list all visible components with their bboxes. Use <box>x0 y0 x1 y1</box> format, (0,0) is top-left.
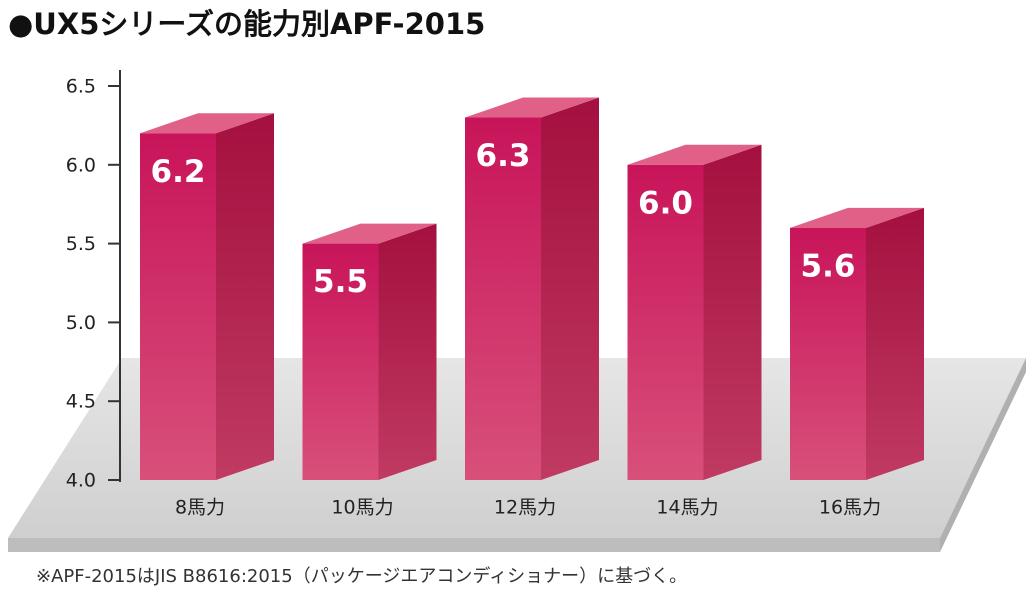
x-tick-label: 16馬力 <box>819 497 881 519</box>
bar-top <box>140 113 274 134</box>
x-tick-label: 14馬力 <box>656 497 718 519</box>
bar <box>627 164 704 481</box>
bar-top <box>302 223 437 244</box>
bar-side <box>378 223 437 480</box>
bar <box>465 117 541 481</box>
floor-side <box>940 358 1026 552</box>
x-tick-label: 10馬力 <box>331 497 393 519</box>
y-tick-label: 4.0 <box>66 470 96 492</box>
x-tick-label: 12馬力 <box>494 497 556 519</box>
y-tick-label: 5.5 <box>66 233 96 255</box>
footnote: ※APF-2015はJIS B8616:2015（パッケージエアコンディショナー… <box>36 566 687 587</box>
bar-side <box>216 113 274 480</box>
value-label: 6.2 <box>151 154 206 190</box>
value-label: 5.5 <box>313 264 368 300</box>
y-tick-label: 5.0 <box>66 312 96 334</box>
value-label: 5.6 <box>801 248 856 284</box>
x-tick-label: 8馬力 <box>175 497 225 519</box>
bar <box>302 243 379 480</box>
value-label: 6.0 <box>638 185 693 221</box>
plot: 4.0 4.5 5.0 5.5 6.0 6.5 6.2 8馬力 5.5 10馬力 6.3 12馬力 6.… <box>66 76 924 519</box>
chart-title: ●UX5シリーズの能力別APF-2015 <box>8 7 485 41</box>
bar <box>140 133 216 480</box>
bar-top <box>790 207 924 228</box>
y-tick-label: 6.5 <box>66 76 96 98</box>
bar <box>790 227 866 480</box>
y-tick-label: 6.0 <box>66 154 96 176</box>
value-label: 6.3 <box>476 138 531 174</box>
bar-top <box>627 144 762 165</box>
bar-side <box>541 97 599 481</box>
bar-side <box>866 207 924 480</box>
bar-top <box>465 97 599 118</box>
bar-side <box>703 144 762 481</box>
floor-edge <box>8 538 940 552</box>
y-tick-label: 4.5 <box>66 391 96 413</box>
